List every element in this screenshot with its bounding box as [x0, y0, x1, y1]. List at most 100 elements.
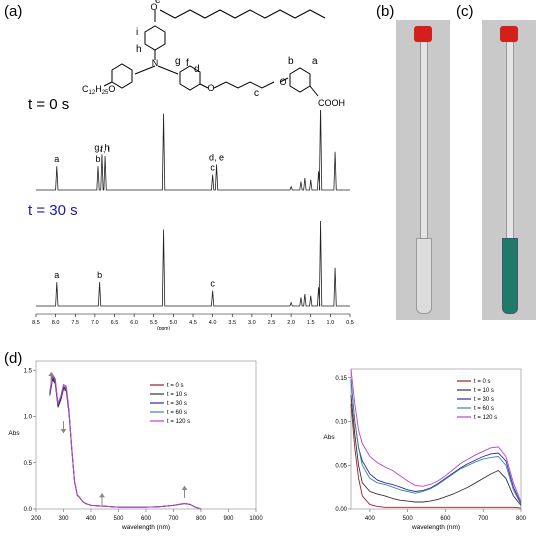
nmr-axis-tick-label: 7.5 [71, 320, 79, 326]
nmr-axis-tick-label: 6.0 [130, 320, 138, 326]
nmr-peak-label: b [97, 270, 102, 280]
atom-label-b: b [288, 56, 294, 67]
nmr-axis-tick-label: 0.5 [346, 320, 354, 326]
series-line [350, 368, 522, 503]
nmr-axis-tick-label: 4.5 [189, 320, 197, 326]
x-tick-label: 1000 [249, 516, 263, 522]
legend-label: t = 10 s [474, 388, 494, 394]
nmr-axis-tick-label: 1.0 [327, 320, 335, 326]
y-tick-label: 0.00 [335, 507, 347, 513]
x-tick-label: 200 [31, 516, 42, 522]
x-axis-label: wavelength (nm) [411, 524, 460, 531]
atom-o-top: O [150, 2, 157, 12]
x-tick-label: 500 [113, 516, 124, 522]
nmr-axis-tick-label: 5.0 [170, 320, 178, 326]
nmr-label-t0: t = 0 s [28, 96, 70, 113]
y-axis-label: Abs [323, 434, 335, 441]
nmr-axis-tick-label: 3.5 [228, 320, 236, 326]
chemical-structure: O N O O e i h g f d c b a COOH C12H25O [82, 0, 345, 108]
atom-label-e: e [155, 0, 161, 6]
nmr-trace [36, 220, 350, 307]
uv-chart-full: 200 300 400 500 600 700 800 900 1000 0.0 0.5 1.0 1.5… [8, 360, 263, 531]
y-tick-label: 0.5 [24, 461, 33, 467]
y-tick-label: 1.0 [24, 415, 33, 421]
y-axis-label: Abs [8, 430, 20, 437]
series-line [350, 379, 522, 504]
x-tick-label: 700 [168, 516, 179, 522]
legend-label: t = 60 s [167, 410, 187, 416]
nmr-peak-label: c [210, 279, 215, 289]
x-tick-label: 300 [58, 516, 69, 522]
nmr-axis-tick-label: 5.5 [150, 320, 158, 326]
arrow-head [48, 372, 55, 377]
panel-label-a: (a) [4, 3, 23, 20]
panel-label-c: (c) [456, 3, 474, 20]
nmr-peak-label: d, e [209, 153, 224, 163]
plot-frame [350, 368, 522, 510]
series-line [350, 382, 522, 505]
panel-label-b: (b) [376, 3, 395, 20]
atom-label-d: d [194, 64, 200, 75]
nmr-peak-label: a [54, 270, 59, 280]
panel-label-d: (d) [4, 350, 23, 367]
nmr-axis-tick-label: 2.0 [287, 320, 295, 326]
x-tick-label: 400 [365, 516, 376, 522]
tube-stem-c [506, 42, 514, 242]
x-tick-label: 400 [86, 516, 97, 522]
cooh-label: COOH [318, 98, 345, 108]
series-line [350, 395, 522, 506]
nmr-axis-tick-label: 1.5 [307, 320, 315, 326]
nmr-trace [36, 110, 350, 191]
y-tick-label: 0.05 [335, 463, 347, 469]
series-line [350, 403, 522, 509]
atom-label-h: h [136, 44, 142, 55]
legend-label: t = 0 s [167, 383, 184, 389]
nmr-axis-tick-label: 6.5 [111, 320, 119, 326]
photo-c [482, 20, 536, 320]
legend-label: t = 120 s [167, 419, 190, 425]
nmr-label-t30: t = 30 s [28, 202, 78, 219]
y-tick-label: 0.0 [24, 507, 33, 513]
legend-label: t = 30 s [474, 397, 494, 403]
tube-stem-b [420, 42, 428, 242]
nmr-peak-label: g, h [94, 142, 109, 152]
x-tick-label: 900 [223, 516, 234, 522]
arrow-head [99, 493, 105, 498]
atom-n: N [152, 58, 159, 68]
atom-label-f: f [186, 58, 189, 69]
tube-cap-c [500, 26, 518, 42]
legend-label: t = 60 s [474, 406, 494, 412]
y-tick-label: 0.10 [335, 420, 347, 426]
tube-cap-b [414, 26, 432, 42]
x-tick-label: 500 [403, 516, 414, 522]
nmr-peak-label: f, i [100, 144, 110, 154]
series-line [49, 378, 202, 510]
atom-label-c: c [254, 88, 259, 99]
tube-body-b [416, 238, 432, 314]
nmr-axis-unit: (ppm) [157, 326, 170, 330]
nmr-axis-tick-label: 8.5 [32, 320, 40, 326]
nmr-axis-tick-label: 3.0 [248, 320, 256, 326]
nmr-axis-tick-label: 2.5 [268, 320, 276, 326]
x-tick-label: 600 [141, 516, 152, 522]
x-tick-label: 800 [516, 516, 527, 522]
atom-o-mid: O [207, 83, 214, 93]
tube-body-c [502, 238, 518, 314]
plot-frame [35, 360, 257, 510]
x-axis-label: wavelength (nm) [121, 524, 170, 531]
photo-b [396, 20, 450, 320]
nmr-peak-label: b [96, 154, 101, 164]
legend-label: t = 120 s [474, 415, 497, 421]
legend-label: t = 10 s [167, 392, 187, 398]
x-tick-label: 700 [478, 516, 489, 522]
nmr-peak-label: c [210, 163, 215, 173]
nmr-spectra: a bg, hf, icd, ea bc8.5 8.0 7.5 7.0 6.5 6.0 5.5 5… [32, 110, 354, 330]
legend-label: t = 30 s [167, 401, 187, 407]
series-line [49, 372, 202, 510]
nmr-axis-tick-label: 7.0 [91, 320, 99, 326]
nmr-axis-tick-label: 4.0 [209, 320, 217, 326]
arrow-head [60, 429, 67, 434]
dodecyloxy-label: C12H25O [82, 84, 115, 96]
atom-label-i: i [136, 27, 138, 38]
y-tick-label: 1.5 [24, 368, 33, 374]
